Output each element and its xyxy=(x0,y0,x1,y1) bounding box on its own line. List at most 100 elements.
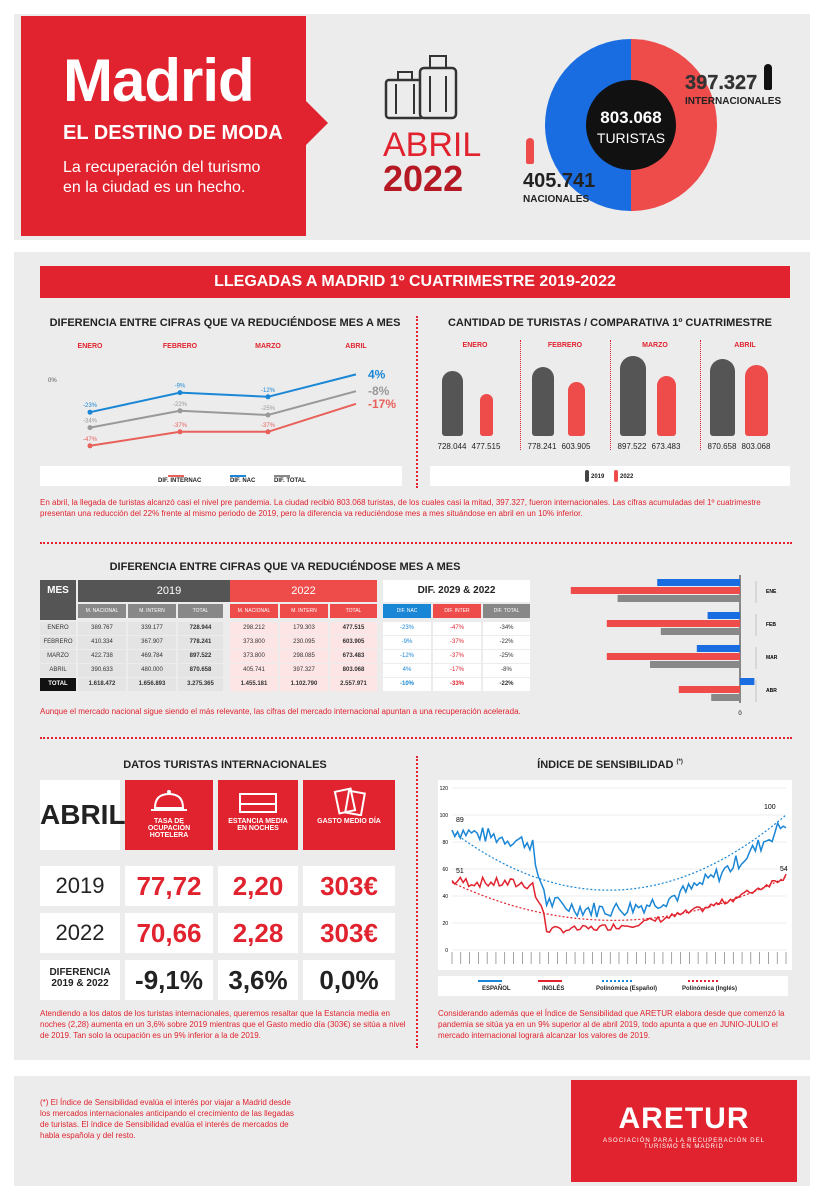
occupancy-diff: -9,1% xyxy=(125,960,213,1000)
month-label: ENERO xyxy=(462,342,488,349)
table-cell: 339.177 xyxy=(128,622,176,635)
sub-header: DIF. INTER xyxy=(433,604,481,618)
legend-poly-en: Polinómica (Inglés) xyxy=(682,986,738,992)
intl-paragraph: Atendiendo a los datos de los turistas i… xyxy=(40,1009,406,1040)
end-es-label: 100 xyxy=(764,804,776,811)
divider xyxy=(610,340,611,450)
sens-title: ÍNDICE DE SENSIBILIDAD (*) xyxy=(430,759,790,771)
bed-icon xyxy=(239,793,277,813)
bar xyxy=(711,694,740,701)
intl-label: -17% xyxy=(368,397,396,411)
intl-label: -37% xyxy=(173,423,188,429)
table-cell: -37% xyxy=(433,636,481,649)
people-comparison: ENERO 728.044 477.515 FEBRERO 778.241 603.905… xyxy=(430,336,790,460)
table-cell: 390.633 xyxy=(78,664,126,677)
divider xyxy=(40,542,792,544)
y-tick: 120 xyxy=(440,786,449,792)
table-cell: -9% xyxy=(383,636,431,649)
header-month: ABRIL xyxy=(383,126,482,164)
zero-label: 0% xyxy=(48,378,57,384)
sub-header: TOTAL xyxy=(330,604,377,618)
person-icon xyxy=(745,364,769,436)
occupancy-card: TASA DE OCUPACIÓN HOTELERA xyxy=(125,780,213,850)
footer-note: (*) El Índice de Sensibilidad evalúa el … xyxy=(40,1098,294,1140)
table-cell: -12% xyxy=(383,650,431,663)
table-cell: -34% xyxy=(483,622,530,635)
person-icon xyxy=(657,376,677,436)
sens-title-mark: (*) xyxy=(676,759,683,765)
start-es-label: 89 xyxy=(456,817,464,824)
table-cell: 803.068 xyxy=(330,664,377,677)
table-cell: 728.944 xyxy=(178,622,223,635)
legend-2019: 2019 xyxy=(591,474,605,480)
total-point xyxy=(87,425,93,431)
bar xyxy=(606,653,740,660)
bar-label: ENE xyxy=(766,589,777,595)
diff-label: DIFERENCIA 2019 & 2022 xyxy=(40,960,120,1000)
table-cell: -17% xyxy=(433,664,481,677)
person-icon xyxy=(567,382,586,436)
nat-label: -9% xyxy=(175,384,186,390)
pie-nat-label: NACIONALES xyxy=(523,194,590,205)
sens-paragraph: Considerando además que el Índice de Sen… xyxy=(438,1009,785,1040)
h-spend: GASTO MEDIO DÍA xyxy=(317,818,381,825)
month-label: MARZO xyxy=(642,342,668,349)
table-cell: 2.557.971 xyxy=(330,678,377,691)
intl-line xyxy=(89,402,357,447)
y2019: 2019 xyxy=(40,866,120,906)
bar xyxy=(606,620,740,627)
bar-label: FEB xyxy=(766,622,776,628)
header-subtitle: EL DESTINO DE MODA xyxy=(63,122,283,144)
brand-box: ARETUR ASOCIACIÓN PARA LA RECUPERACIÓN D… xyxy=(571,1080,797,1182)
total-label: -22% xyxy=(173,402,188,408)
english-trend xyxy=(451,876,787,921)
person-icon xyxy=(764,64,772,90)
stay-card: ESTANCIA MEDIA EN NOCHES xyxy=(218,780,298,850)
end-en-label: 54 xyxy=(780,866,788,873)
intl-label: -37% xyxy=(261,423,276,429)
legend-total: DIF. TOTAL xyxy=(274,478,306,484)
spend-2022: 303€ xyxy=(303,913,395,953)
tourists-pie-chart xyxy=(545,39,717,211)
bar-label: MAR xyxy=(766,655,778,661)
table-title: DIFERENCIA ENTRE CIFRAS QUE VA REDUCIÉND… xyxy=(109,561,461,573)
person-value: 803.068 xyxy=(741,442,771,451)
total-label: -34% xyxy=(83,419,98,425)
sens-title-text: ÍNDICE DE SENSIBILIDAD xyxy=(537,759,674,771)
table-cell: 1.618.472 xyxy=(78,678,126,691)
nat-point xyxy=(177,390,183,396)
nat-point xyxy=(265,394,271,400)
bar xyxy=(660,628,740,635)
chart-bg xyxy=(438,780,792,970)
diff-label-1: DIFERENCIA xyxy=(49,967,111,978)
y-tick: 40 xyxy=(442,894,448,900)
bell-icon xyxy=(151,790,187,811)
bar xyxy=(696,645,740,652)
bar xyxy=(570,587,740,594)
legend-es: ESPAÑOL xyxy=(482,986,511,992)
divider xyxy=(520,340,521,450)
nat-label: 4% xyxy=(368,367,386,381)
y-tick: 60 xyxy=(442,867,448,873)
row-label: TOTAL xyxy=(40,678,76,691)
total-label: -25% xyxy=(261,406,276,412)
header-tagline-1: La recuperación del turismo xyxy=(63,159,261,176)
legend-en: INGLÉS xyxy=(542,986,565,992)
col-mes: MES xyxy=(40,580,76,620)
table-cell: -25% xyxy=(483,650,530,663)
col-2022: 2022 xyxy=(230,580,377,602)
person-value: 778.241 xyxy=(527,442,557,451)
legend-nat: DIF. NAC xyxy=(230,478,256,484)
month-label: ABRIL xyxy=(345,343,367,350)
table-cell: 405.741 xyxy=(230,664,278,677)
money-icon xyxy=(333,787,366,817)
legend-poly-en-swatch xyxy=(688,980,718,982)
table-cell: -47% xyxy=(433,622,481,635)
table-cell: 870.658 xyxy=(178,664,223,677)
intl-title: DATOS TURISTAS INTERNACIONALES xyxy=(123,759,327,771)
table-cell: 477.515 xyxy=(330,622,377,635)
total-point xyxy=(177,408,183,414)
stay-2022: 2,28 xyxy=(218,913,298,953)
table-cell: 673.483 xyxy=(330,650,377,663)
table-cell: 298.212 xyxy=(230,622,278,635)
